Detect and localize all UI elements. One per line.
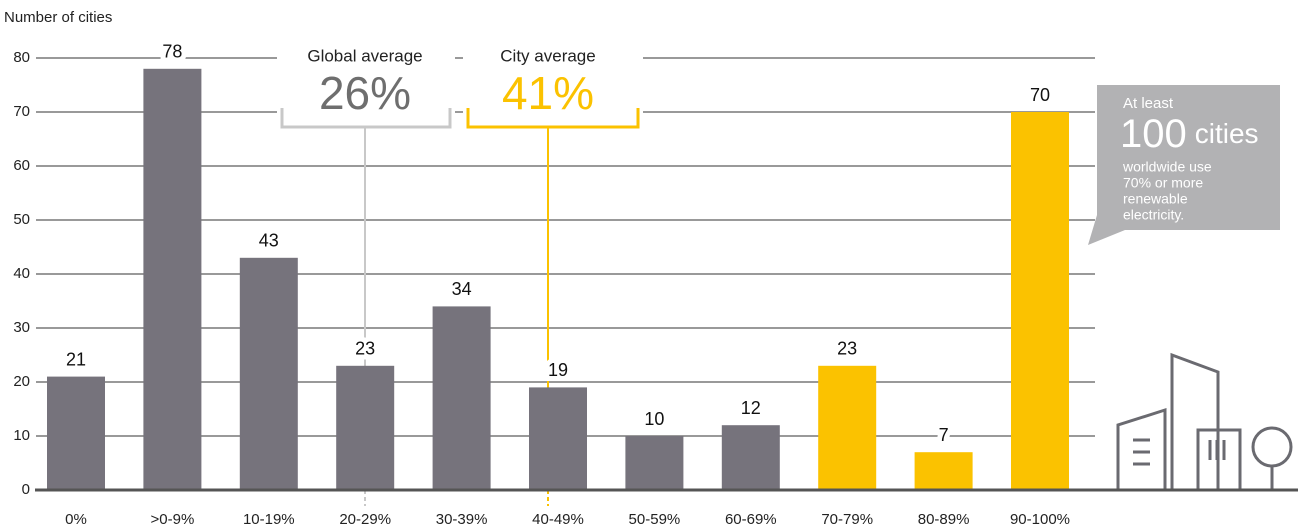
- annotation-value: 41%: [502, 67, 594, 119]
- bar: [529, 387, 587, 490]
- bar: [336, 366, 394, 490]
- bar: [915, 452, 973, 490]
- y-tick-label: 0: [22, 481, 30, 498]
- x-tick-label: >0-9%: [151, 511, 195, 528]
- x-tick-label: 40-49%: [532, 511, 584, 528]
- bar: [47, 377, 105, 490]
- annotation-value: 26%: [319, 67, 411, 119]
- y-axis-label: Number of cities: [4, 9, 112, 26]
- bar: [722, 425, 780, 490]
- bar: [433, 306, 491, 490]
- buildings-icon: [1118, 355, 1291, 490]
- y-tick-label: 40: [13, 265, 30, 282]
- x-tick-label: 60-69%: [725, 511, 777, 528]
- x-tick-label: 0%: [65, 511, 87, 528]
- bar: [240, 258, 298, 490]
- callout-lead: At least: [1123, 95, 1174, 112]
- value-label: 78: [162, 42, 182, 62]
- x-tick-label: 80-89%: [918, 511, 970, 528]
- value-label: 10: [644, 409, 664, 429]
- y-tick-label: 60: [13, 157, 30, 174]
- y-tick-label: 50: [13, 211, 30, 228]
- x-tick-label: 90-100%: [1010, 511, 1070, 528]
- x-tick-label: 70-79%: [821, 511, 873, 528]
- value-label: 70: [1030, 85, 1050, 105]
- bar: [1011, 112, 1069, 490]
- bar: [625, 436, 683, 490]
- callout-text: renewable: [1123, 191, 1188, 207]
- value-label: 43: [259, 231, 279, 251]
- x-tick-label: 50-59%: [629, 511, 681, 528]
- chart: Number of cities 0 10 20 30 40 50 60 70 80 Global…: [0, 0, 1298, 531]
- x-tick-label: 20-29%: [339, 511, 391, 528]
- x-tick-label: 10-19%: [243, 511, 295, 528]
- callout-text: worldwide use: [1122, 159, 1212, 175]
- callout-text: 70% or more: [1123, 175, 1203, 191]
- callout-text: electricity.: [1123, 207, 1184, 223]
- y-tick-label: 80: [13, 49, 30, 66]
- annotation-label: Global average: [307, 46, 422, 65]
- y-tick-label: 20: [13, 373, 30, 390]
- callout-unit: cities: [1195, 118, 1259, 149]
- annotation-label: City average: [500, 46, 595, 65]
- bar: [143, 69, 201, 490]
- bar: [818, 366, 876, 490]
- value-label: 12: [741, 398, 761, 418]
- x-tick-label: 30-39%: [436, 511, 488, 528]
- y-tick-label: 70: [13, 103, 30, 120]
- value-label: 21: [66, 349, 86, 369]
- y-tick-label: 10: [13, 427, 30, 444]
- callout-number: 100: [1120, 112, 1187, 156]
- value-label: 34: [452, 279, 472, 299]
- value-label: 19: [548, 360, 568, 380]
- value-label: 23: [355, 339, 375, 359]
- value-label: 23: [837, 339, 857, 359]
- value-label: 7: [939, 425, 949, 445]
- y-tick-label: 30: [13, 319, 30, 336]
